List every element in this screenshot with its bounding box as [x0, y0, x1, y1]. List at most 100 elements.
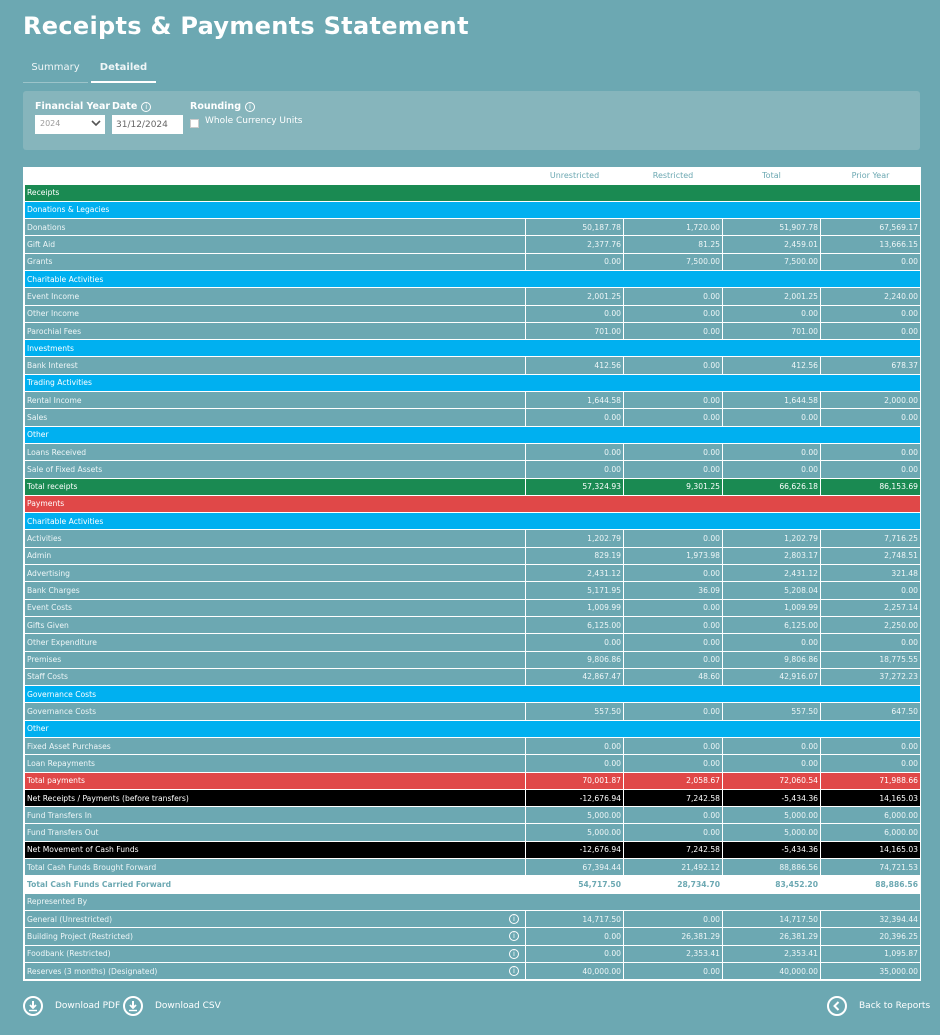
cell-restricted: 0.00: [623, 615, 723, 635]
cell-restricted: 0.00: [623, 287, 723, 306]
info-icon[interactable]: i: [509, 965, 519, 976]
row-label: Staff Costs: [24, 667, 526, 687]
filter-panel: Financial Year 2024 Date i Rounding i Wh…: [23, 91, 920, 150]
cell-prior-year: 14,165.03: [820, 788, 921, 808]
table-row: Building Project (Restricted) i 0.00 26,381…: [24, 927, 921, 946]
download-icon: [23, 996, 43, 1016]
cell-restricted: 9,301.25: [623, 477, 723, 496]
cell-restricted: 0.00: [623, 633, 723, 652]
row-label: Reserves (3 months) (Designated) i: [24, 961, 526, 981]
report-table: Unrestricted Restricted Total Prior Year…: [24, 168, 921, 981]
net-row: Net Movement of Cash Funds -12,676.94 7,24…: [24, 840, 921, 860]
cell-unrestricted: -12,676.94: [525, 840, 624, 860]
download-csv-button[interactable]: Download CSV: [123, 996, 221, 1016]
row-label: Net Receipts / Payments (before transfer…: [24, 788, 526, 808]
table-row: Loan Repayments 0.00 0.00 0.00 0.00: [24, 754, 921, 773]
cell-prior-year: 321.48: [820, 564, 921, 583]
download-pdf-label: Download PDF: [55, 1001, 121, 1011]
cell-prior-year: 0.00: [820, 633, 921, 652]
table-row: Fund Transfers Out 5,000.00 0.00 5,000.00 6,…: [24, 823, 921, 842]
row-label: Rental Income: [24, 391, 526, 410]
date-input[interactable]: [112, 115, 183, 134]
cell-restricted: 0.00: [623, 806, 723, 825]
cell-restricted: 26,381.29: [623, 927, 723, 946]
row-label-text: Total Cash Funds Brought Forward: [27, 862, 157, 872]
cell-unrestricted: 42,867.47: [525, 667, 624, 687]
cell-total: 557.50: [722, 702, 821, 721]
subsection-row: Donations & Legacies: [24, 200, 921, 220]
table-row: Fixed Asset Purchases 0.00 0.00 0.00 0.00: [24, 736, 921, 756]
cell-total: 88,886.56: [722, 858, 821, 877]
table-row: Loans Received 0.00 0.00 0.00 0.00: [24, 442, 921, 462]
cell-total: 40,000.00: [722, 961, 821, 981]
row-label: Sale of Fixed Assets: [24, 460, 526, 479]
cell-unrestricted: 701.00: [525, 321, 624, 341]
cell-unrestricted: 54,717.50: [525, 875, 624, 894]
represented-row: Represented By: [24, 892, 921, 911]
cell-total: 1,644.58: [722, 391, 821, 410]
table-row: Advertising 2,431.12 0.00 2,431.12 321.48: [24, 564, 921, 583]
info-icon[interactable]: i: [141, 101, 152, 112]
cell-total: 0.00: [722, 736, 821, 756]
financial-year-label-text: Financial Year: [35, 101, 111, 112]
row-label: Building Project (Restricted) i: [24, 927, 526, 946]
tab-summary[interactable]: Summary: [23, 60, 88, 83]
info-icon[interactable]: i: [509, 948, 519, 959]
cell-unrestricted: 2,431.12: [525, 564, 624, 583]
cell-total: 14,717.50: [722, 909, 821, 929]
row-label-text: Gifts Given: [27, 620, 69, 630]
cell-prior-year: 1,095.87: [820, 944, 921, 963]
table-row: Event Income 2,001.25 0.00 2,001.25 2,240.00: [24, 287, 921, 306]
cell-prior-year: 86,153.69: [820, 477, 921, 496]
cell-total: 5,208.04: [722, 581, 821, 600]
info-icon[interactable]: i: [509, 913, 519, 924]
cell-total: 5,000.00: [722, 806, 821, 825]
cell-unrestricted: 412.56: [525, 356, 624, 375]
cell-prior-year: 2,257.14: [820, 598, 921, 617]
cell-prior-year: 0.00: [820, 460, 921, 479]
cell-prior-year: 32,394.44: [820, 909, 921, 929]
row-label-text: Sale of Fixed Assets: [27, 464, 103, 474]
download-pdf-button[interactable]: Download PDF: [23, 996, 120, 1016]
table-row: Donations 50,187.78 1,720.00 51,907.78 67,56…: [24, 218, 921, 237]
row-label-text: Fund Transfers Out: [27, 828, 99, 838]
cell-unrestricted: 1,202.79: [525, 529, 624, 548]
subsection-row: Charitable Activities: [24, 512, 921, 531]
cell-restricted: 0.00: [623, 823, 723, 842]
cell-unrestricted: 67,394.44: [525, 858, 624, 877]
row-label: General (Unrestricted) i: [24, 909, 526, 929]
cell-restricted: 2,058.67: [623, 771, 723, 790]
cell-total: 2,431.12: [722, 564, 821, 583]
back-to-reports-button[interactable]: Back to Reports: [827, 996, 930, 1016]
cell-restricted: 0.00: [623, 909, 723, 929]
whole-currency-checkbox[interactable]: [190, 119, 199, 128]
table-row: Sales 0.00 0.00 0.00 0.00: [24, 408, 921, 427]
row-label-text: Activities: [27, 534, 62, 544]
table-row: Other Expenditure 0.00 0.00 0.00 0.00: [24, 633, 921, 652]
row-label: Admin: [24, 546, 526, 566]
cell-prior-year: 2,748.51: [820, 546, 921, 566]
subsection-row: Charitable Activities: [24, 269, 921, 289]
cell-unrestricted: 6,125.00: [525, 615, 624, 635]
cell-unrestricted: 0.00: [525, 633, 624, 652]
row-label: Gifts Given: [24, 615, 526, 635]
cell-total: 2,353.41: [722, 944, 821, 963]
row-label: Parochial Fees: [24, 321, 526, 341]
column-header-total: Total: [722, 168, 821, 184]
cell-unrestricted: 0.00: [525, 442, 624, 462]
financial-year-select[interactable]: 2024: [35, 115, 105, 134]
table-row: Reserves (3 months) (Designated) i 40,000.…: [24, 961, 921, 981]
info-icon[interactable]: i: [245, 101, 255, 112]
row-label-text: Sales: [27, 413, 48, 422]
table-row: Gift Aid 2,377.76 81.25 2,459.01 13,666.15: [24, 235, 921, 254]
cell-restricted: 0.00: [623, 598, 723, 617]
cell-total: 0.00: [722, 442, 821, 462]
tab-detailed[interactable]: Detailed: [91, 60, 156, 83]
back-to-reports-label: Back to Reports: [859, 1001, 931, 1011]
cell-restricted: 0.00: [623, 460, 723, 479]
info-icon[interactable]: i: [509, 931, 519, 942]
table-row: Bank Interest 412.56 0.00 412.56 678.37: [24, 356, 921, 375]
cell-total: 66,626.18: [722, 477, 821, 496]
section-row: Receipts: [24, 183, 921, 202]
subsection-row: Trading Activities: [24, 373, 921, 393]
